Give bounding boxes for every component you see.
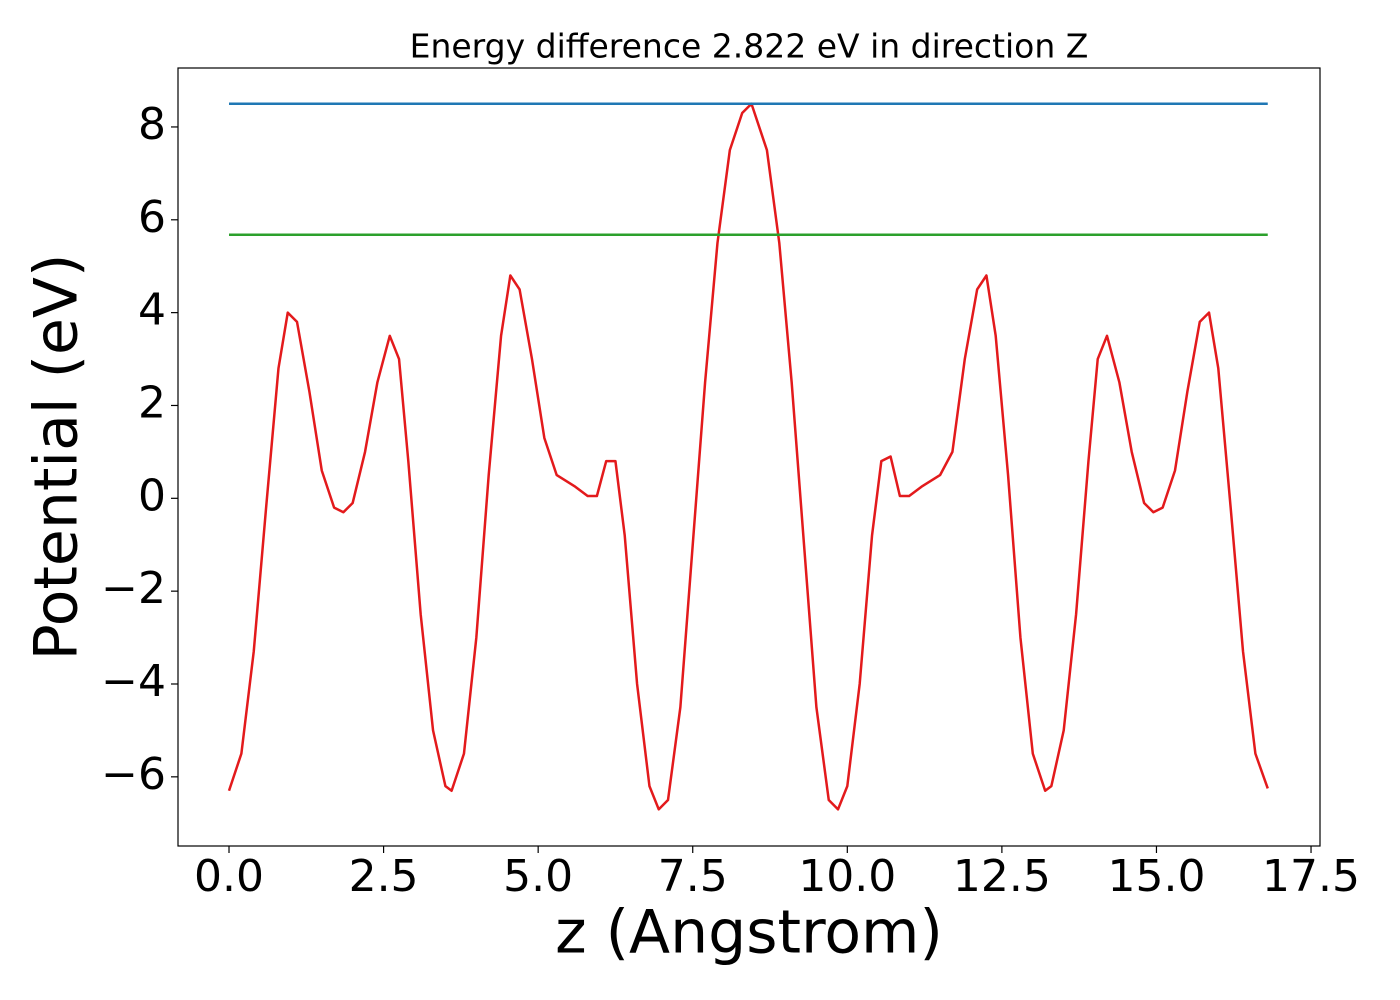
x-tick-label: 5.0 [503, 851, 573, 902]
y-tick-label: 4 [138, 285, 166, 336]
x-tick-label: 7.5 [658, 851, 728, 902]
y-tick-label: 0 [138, 470, 166, 521]
chart-title: Energy difference 2.822 eV in direction … [410, 27, 1089, 66]
y-tick-label: −6 [101, 749, 166, 800]
x-tick-label: 0.0 [194, 851, 264, 902]
y-tick-label: 8 [138, 99, 166, 150]
x-tick-label: 15.0 [1107, 851, 1205, 902]
x-axis-label: z (Angstrom) [555, 898, 943, 968]
x-tick-label: 2.5 [349, 851, 419, 902]
y-tick-label: 6 [138, 192, 166, 243]
y-tick-label: 2 [138, 377, 166, 428]
y-axis-label: Potential (eV) [22, 254, 92, 661]
x-tick-label: 17.5 [1262, 851, 1360, 902]
y-tick-label: −4 [101, 656, 166, 707]
plot-frame [177, 67, 1321, 847]
x-tick-label: 12.5 [953, 851, 1051, 902]
y-tick-label: −2 [101, 563, 166, 614]
data-line [227, 102, 1269, 811]
x-tick-label: 10.0 [798, 851, 896, 902]
